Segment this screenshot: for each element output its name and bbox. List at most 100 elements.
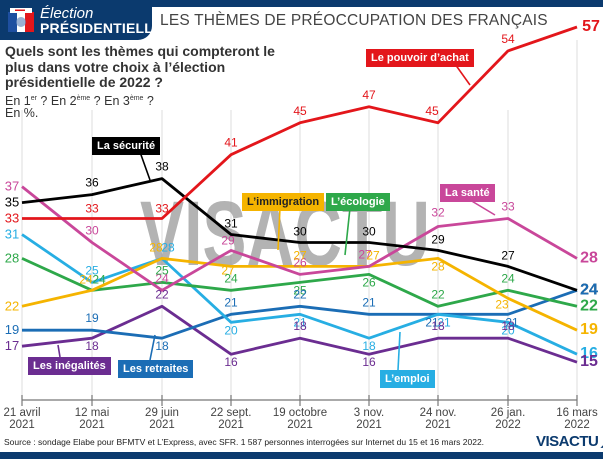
x-tick-label: 24 nov. 2021: [419, 407, 457, 431]
data-label: 25: [155, 263, 169, 277]
data-label: 22: [155, 287, 169, 301]
series-tag: Les retraites: [118, 360, 194, 378]
logo-mark-icon: ◢: [600, 433, 603, 450]
data-label: 18: [293, 319, 307, 333]
series-tag: La sécurité: [92, 137, 161, 155]
data-label: 29: [221, 233, 235, 247]
data-label: 22: [431, 287, 445, 301]
source-note: Source : sondage Elabe pour BFMTV et L’E…: [4, 437, 485, 447]
x-tick-label: 26 jan. 2022: [490, 407, 526, 431]
data-label: 20: [501, 323, 515, 337]
header-bar: [0, 0, 603, 7]
data-label: 33: [501, 200, 515, 214]
data-label: 33: [5, 211, 19, 226]
data-label: 18: [362, 339, 376, 353]
series-tag: Le pouvoir d’achat: [366, 49, 474, 67]
x-tick-label: 16 mars 2022: [556, 407, 598, 431]
data-label: 16: [362, 355, 376, 369]
data-label: 31: [5, 226, 19, 241]
data-label: 26: [293, 255, 307, 269]
data-label: 24: [580, 281, 598, 298]
series-line-7: [21, 304, 578, 364]
tag-pointer: [469, 199, 496, 216]
tag-pointer: [454, 63, 471, 86]
data-label: 19: [580, 321, 598, 338]
data-label: 18: [431, 319, 445, 333]
x-tick-label: 12 mai 2021: [74, 407, 110, 431]
tag-pointer: [139, 151, 151, 181]
series-line-0: [22, 25, 578, 220]
data-label: 38: [155, 160, 169, 174]
tag-pointer: [149, 334, 156, 361]
data-label: 35: [5, 195, 19, 210]
data-label: 22: [580, 297, 598, 314]
data-label: 16: [580, 345, 598, 362]
series-line-6: [22, 288, 578, 340]
question-text: Quels sont les thèmes qui compteront le …: [5, 43, 275, 90]
data-label: 25: [85, 263, 99, 277]
data-label: 21: [224, 295, 238, 309]
data-label: 30: [362, 224, 376, 238]
data-label: 47: [362, 88, 376, 102]
chart-title: LES THÈMES DE PRÉOCCUPATION DES FRANÇAIS: [160, 12, 548, 29]
sub-text: En 1: [5, 94, 31, 109]
series-tag: L’immigration: [242, 193, 325, 211]
data-label: 29: [431, 232, 445, 246]
series-line-3: [21, 256, 578, 332]
badge-line2: PRÉSIDENTIELLE: [40, 20, 163, 36]
data-label: 26: [362, 275, 376, 289]
data-label: 57: [582, 18, 600, 35]
data-label: 37: [5, 179, 19, 194]
data-label: 18: [85, 339, 99, 353]
series-tag: La santé: [440, 184, 495, 202]
data-label: 15: [580, 353, 598, 370]
tag-pointer: [397, 331, 401, 371]
data-label: 32: [431, 206, 445, 220]
series-line-4: [21, 257, 578, 308]
data-label: 20: [224, 323, 238, 337]
sub-text: ? En 3: [90, 94, 130, 109]
data-label: 30: [293, 224, 307, 238]
data-label: 21: [505, 315, 519, 329]
data-label: 54: [501, 32, 515, 46]
series-line-1: [21, 177, 578, 292]
data-label: 24: [501, 271, 515, 285]
series-tag: Les inégalités: [28, 357, 111, 375]
visactu-logo: VISACTU◢: [536, 432, 603, 450]
ballot-box-icon: [8, 8, 34, 32]
data-label: 23: [495, 297, 509, 311]
data-label: 45: [293, 104, 307, 118]
tag-pointer: [277, 207, 281, 251]
data-label: 19: [85, 311, 99, 325]
data-label: 28: [149, 240, 163, 254]
sub-text: ?: [143, 94, 154, 109]
data-label: 27: [358, 247, 372, 261]
data-label: 24: [224, 271, 238, 285]
series-line-2: [21, 185, 578, 292]
data-label: 17: [5, 338, 19, 353]
data-label: 30: [85, 223, 99, 237]
data-label: 36: [85, 176, 99, 190]
x-tick-label: 3 nov. 2021: [353, 407, 385, 431]
data-label: 31: [224, 216, 238, 230]
logo-text: VISACTU: [536, 433, 599, 450]
data-label: 24: [79, 272, 93, 286]
data-label: 28: [580, 249, 598, 266]
x-tick-label: 29 juin 2021: [145, 407, 179, 431]
data-label: 18: [155, 339, 169, 353]
data-label: 21: [293, 315, 307, 329]
series-tag: L’écologie: [326, 193, 390, 211]
data-label: 45: [425, 104, 439, 118]
data-label: 33: [85, 202, 99, 216]
x-tick-label: 19 octobre 2021: [272, 407, 328, 431]
tag-pointer: [344, 207, 351, 256]
data-label: 27: [501, 248, 515, 262]
x-tick-label: 21 avril 2021: [3, 407, 41, 431]
series-tag: L’emploi: [380, 370, 435, 388]
data-label: 24: [92, 272, 106, 286]
data-label: 19: [5, 322, 19, 337]
data-label: 22: [5, 298, 19, 313]
data-label: 24: [155, 271, 169, 285]
series-line-5: [21, 233, 578, 356]
data-label: 21: [425, 315, 439, 329]
